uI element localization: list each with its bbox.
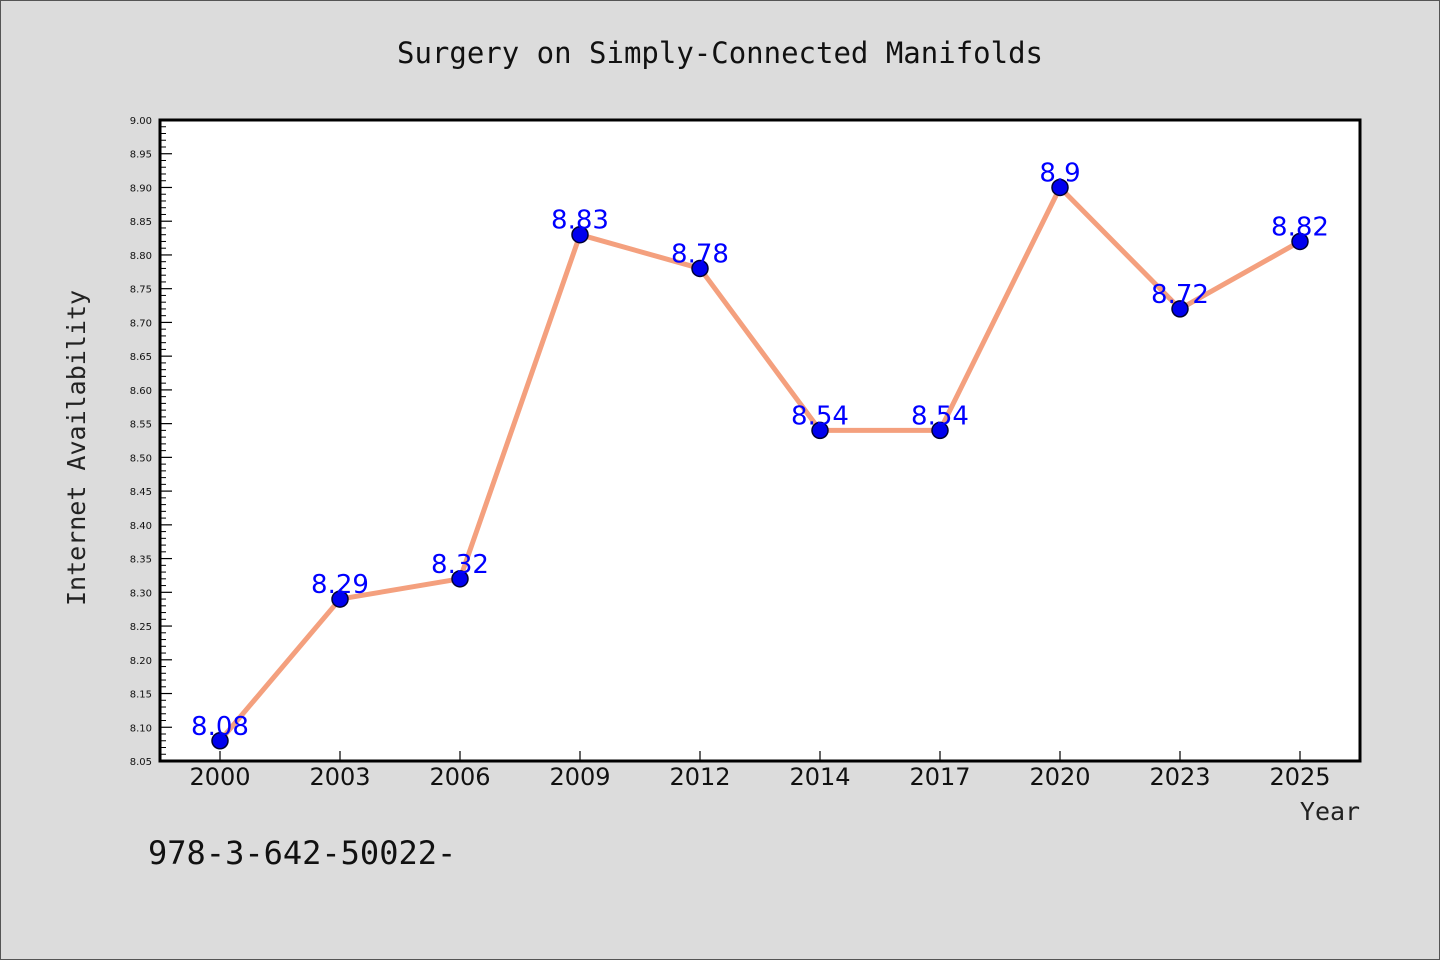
x-tick-label: 2009 (549, 763, 610, 791)
y-tick-label: 8.30 (130, 588, 152, 599)
data-point (451, 570, 469, 588)
y-tick-label: 8.40 (130, 521, 152, 532)
y-tick-label: 8.85 (130, 217, 152, 228)
data-label: 8.08 (191, 712, 249, 742)
y-tick-label: 8.05 (130, 757, 152, 768)
y-tick-label: 8.60 (130, 386, 152, 397)
data-point (1171, 300, 1189, 318)
data-point (691, 259, 709, 278)
y-tick-label: 9.00 (130, 116, 152, 127)
y-tick-label: 8.45 (130, 487, 152, 498)
data-label: 8.54 (791, 401, 849, 431)
chart-title: Surgery on Simply-Connected Manifolds (397, 36, 1043, 70)
data-point (931, 421, 949, 440)
data-point (331, 590, 349, 608)
data-label: 8.83 (551, 206, 609, 236)
y-tick-label: 8.35 (130, 555, 152, 566)
x-tick-label: 2017 (909, 763, 970, 791)
y-tick-label: 8.50 (130, 453, 152, 464)
y-tick-label: 8.20 (130, 656, 152, 667)
x-axis-label: Year (1300, 797, 1360, 826)
y-axis: 8.05 8.10 8.15 8.20 8.25 8.30 8.35 8.40 8.45 8.50… (130, 116, 172, 768)
data-point (811, 421, 829, 440)
data-label: 8.32 (431, 550, 489, 580)
x-axis: 2000 2003 2006 2009 2012 2014 2017 2020 2023 2025 (189, 751, 1331, 791)
y-tick-label: 8.55 (130, 420, 152, 431)
y-tick-label: 8.95 (130, 150, 152, 161)
y-tick-label: 8.25 (130, 622, 152, 633)
data-point (211, 732, 229, 750)
y-tick-label: 8.65 (130, 352, 152, 363)
data-point (1051, 178, 1069, 197)
y-tick-label: 8.15 (130, 690, 152, 701)
footer-isbn-text: 978-3-642-50022- (148, 834, 456, 872)
series-line (217, 184, 1303, 744)
data-point (571, 225, 589, 244)
data-label-layer: 8.08 8.29 8.32 8.83 8.78 8.54 8.54 8.9 8.72 8.82 (191, 158, 1329, 741)
x-tick-label: 2023 (1149, 763, 1210, 791)
y-tick-label: 8.70 (130, 318, 152, 329)
plot-area (160, 120, 1360, 761)
series-layer (211, 178, 1309, 750)
data-label: 8.54 (911, 401, 969, 431)
x-tick-label: 2006 (429, 763, 490, 791)
y-tick-label: 8.10 (130, 723, 152, 734)
y-tick-label: 8.90 (130, 183, 152, 194)
data-label: 8.9 (1039, 158, 1080, 188)
x-tick-label: 2014 (789, 763, 850, 791)
x-tick-label: 2020 (1029, 763, 1090, 791)
data-label: 8.72 (1151, 280, 1209, 310)
plot-frame (158, 118, 1362, 763)
y-tick-label: 8.75 (130, 285, 152, 296)
data-label: 8.82 (1271, 212, 1329, 242)
y-tick-label: 8.80 (130, 251, 152, 262)
x-tick-label: 2012 (669, 763, 730, 791)
x-tick-label: 2003 (309, 763, 370, 791)
data-point (1291, 232, 1309, 251)
y-axis-label: Internet Availability (62, 290, 91, 606)
data-label: 8.29 (311, 570, 369, 600)
x-tick-label: 2025 (1269, 763, 1330, 791)
x-tick-label: 2000 (189, 763, 250, 791)
data-label: 8.78 (671, 239, 729, 269)
